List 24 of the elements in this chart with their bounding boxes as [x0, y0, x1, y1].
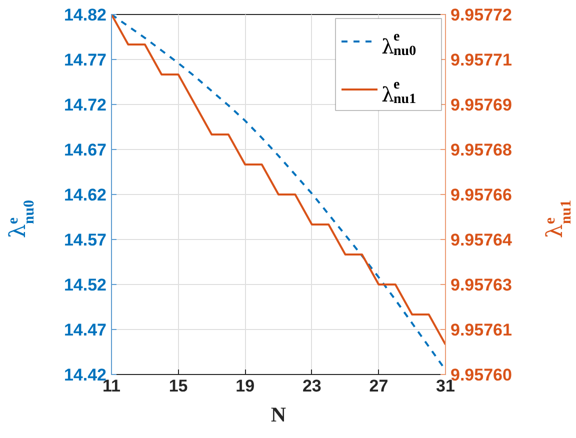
y-tick-label: 14.67: [64, 140, 107, 160]
y-tick-label: 14.82: [64, 6, 107, 24]
y-tick-label: 14.47: [64, 320, 107, 340]
y2-tick-label: 9.95763: [450, 276, 512, 294]
y-tick-label: 14.62: [64, 186, 107, 204]
y2-tick-label: 9.95768: [450, 140, 512, 160]
y-tick-label: 14.77: [64, 50, 107, 70]
x-tick-label: 15: [168, 376, 188, 396]
y2-tick-label: 9.95766: [450, 186, 512, 204]
x-tick-label: 27: [369, 376, 388, 396]
y-tick-label: 14.52: [64, 276, 107, 294]
y-axis-title: λenu0: [5, 200, 38, 238]
y2-tick-label: 9.95771: [450, 50, 512, 70]
y2-tick-label: 9.95760: [450, 366, 512, 384]
x-axis-title: N: [270, 402, 286, 426]
y2-axis-title: λenu1: [542, 200, 575, 238]
y2-tick-label: 9.95764: [450, 230, 512, 250]
x-tick-label: 19: [236, 376, 255, 396]
y-tick-label: 14.72: [64, 96, 107, 114]
x-tick-label: 23: [302, 376, 322, 396]
y2-tick-label: 9.95769: [450, 96, 512, 114]
y-tick-label: 14.57: [64, 230, 107, 250]
y2-tick-label: 9.95761: [450, 320, 512, 340]
y2-tick-label: 9.95772: [450, 6, 512, 24]
